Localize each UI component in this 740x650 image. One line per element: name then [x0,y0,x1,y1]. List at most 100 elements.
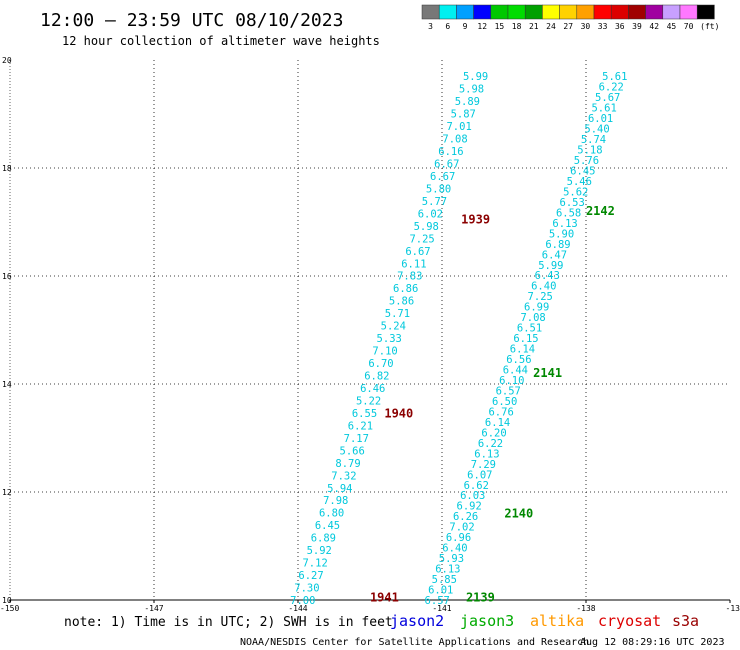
orbit-number-label: 2142 [586,204,615,218]
y-tick-label: 18 [2,164,12,173]
legend-cryosat: cryosat [598,612,661,630]
colorbar-label: 45 [667,22,677,31]
wave-height-value: 6.43 [535,270,560,282]
wave-height-value: 7.08 [442,134,467,146]
y-tick-label: 16 [2,272,12,281]
wave-height-value: 6.45 [570,165,595,177]
grid [10,60,730,600]
colorbar-label: 30 [581,22,591,31]
wave-height-value: 6.96 [446,532,471,544]
legend-altika: altika [530,612,584,630]
wave-height-value: 6.44 [503,365,528,377]
wave-height-value: 6.02 [418,208,443,220]
legend-jason3: jason3 [460,612,514,630]
x-tick-label: -150 [0,604,19,613]
footer-credit: NOAA/NESDIS Center for Satellite Applica… [240,637,589,648]
wave-height-value: 5.40 [584,124,609,136]
wave-height-value: 5.85 [432,574,457,586]
chart-title: 12:00 – 23:59 UTC 08/10/2023 [40,10,343,31]
wave-height-value: 6.01 [588,113,613,125]
colorbar-swatch [542,4,560,20]
colorbar-label: 36 [615,22,625,31]
wave-height-value: 5.99 [463,71,488,83]
wave-height-value: 6.55 [352,408,377,420]
wave-height-value: 7.83 [397,271,422,283]
wave-height-value: 5.76 [574,155,599,167]
orbit-number-label: 2140 [504,507,533,521]
colorbar-swatch [524,4,543,20]
colorbar-swatch [576,4,595,20]
wave-height-value: 5.18 [577,145,602,157]
colorbar-swatch [473,4,492,20]
wave-height-value: 7.01 [446,121,471,133]
wave-height-value: 6.51 [517,323,542,335]
wave-height-value: 6.13 [474,448,499,460]
wave-height-value: 6.57 [425,595,450,607]
wave-height-value: 6.76 [488,406,513,418]
wave-height-value: 6.82 [364,371,389,383]
wave-height-value: 5.77 [422,196,447,208]
y-tick-label: 14 [2,380,12,389]
wave-height-value: 5.94 [327,483,352,495]
y-tick-label: 12 [2,488,12,497]
wave-height-value: 5.90 [549,228,574,240]
wave-height-value: 7.12 [302,558,327,570]
wave-height-value: 5.80 [426,183,451,195]
colorbar-label: 9 [463,22,468,31]
colorbar-label: 3 [428,22,433,31]
colorbar-swatch [696,4,715,20]
orbit-number-label: 1939 [461,212,490,226]
wave-height-value: 8.79 [335,458,360,470]
wave-height-value: 5.22 [356,395,381,407]
wave-height-value: 7.08 [520,312,545,324]
orbit-number-label: 2139 [466,590,495,604]
y-tick-label: 20 [2,56,12,65]
wave-height-value: 5.74 [581,134,606,146]
legend-jason2: jason2 [390,612,444,630]
colorbar-label: 70 [684,22,694,31]
wave-height-value: 6.01 [428,585,453,597]
wave-height-values: 7.007.306.277.125.926.896.456.807.985.94… [290,71,627,607]
wave-height-value: 6.89 [545,239,570,251]
colorbar-swatch [507,4,526,20]
colorbar-label: 12 [477,22,487,31]
y-tick-label: 10 [2,596,12,605]
wave-height-value: 6.03 [460,490,485,502]
colorbar-label: 39 [632,22,642,31]
wave-height-value: 7.25 [409,233,434,245]
wave-height-value: 6.50 [492,396,517,408]
wave-height-value: 5.33 [377,333,402,345]
wave-height-value: 6.57 [496,385,521,397]
chart-subtitle: 12 hour collection of altimeter wave hei… [62,34,380,48]
orbit-number-label: 1941 [370,590,399,604]
wave-height-value: 7.29 [471,459,496,471]
colorbar-swatch [438,4,457,20]
wave-height-value: 6.11 [401,258,426,270]
wave-height-value: 6.26 [453,511,478,523]
x-tick-label: -13 [726,604,740,613]
axis-ticks: -150 -147 -144 -141 -138 -13 10 12 14 16 18 20 [0,56,740,613]
footer-timestamp: Aug 12 08:29:16 UTC 2023 [580,637,725,648]
wave-height-value: 6.22 [599,82,624,94]
wave-height-value: 5.61 [602,71,627,83]
colorbar-swatch [421,4,440,20]
wave-height-value: 6.62 [464,480,489,492]
x-tick-label: -144 [288,604,307,613]
colorbar-label: 33 [598,22,608,31]
wave-height-value: 7.10 [372,346,397,358]
colorbar-swatch [645,4,664,20]
x-tick-label: -147 [144,604,163,613]
wave-height-value: 5.98 [414,221,439,233]
wave-height-value: 6.67 [434,159,459,171]
wave-height-value: 6.13 [552,218,577,230]
plot-area [9,60,730,601]
colorbar-label: 15 [495,22,505,31]
wave-height-value: 6.20 [481,427,506,439]
wave-height-value: 5.71 [385,308,410,320]
colorbar-swatch [679,4,698,20]
wave-height-value: 6.92 [457,501,482,513]
colorbar-label: 42 [649,22,659,31]
wave-height-value: 6.13 [435,564,460,576]
